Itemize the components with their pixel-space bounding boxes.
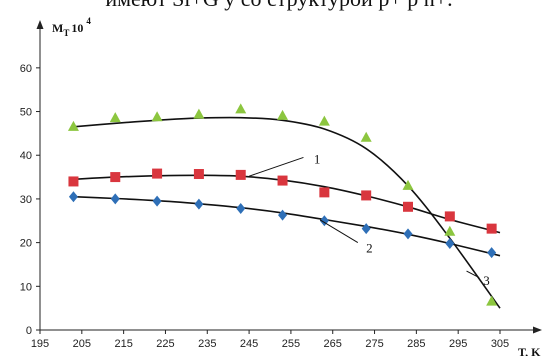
y-tick-label: 50 (20, 107, 32, 119)
x-tick-label: 265 (324, 338, 342, 350)
y-axis-title-exponent: 4 (86, 16, 91, 26)
callout-leader-3 (466, 270, 480, 279)
data-point-series-2 (403, 228, 413, 240)
y-tick-label: 60 (20, 63, 32, 75)
x-tick-label: 275 (365, 338, 383, 350)
data-point-series-3 (235, 103, 247, 114)
data-point-series-1 (68, 176, 79, 187)
y-axis-title-tail: 10 (71, 21, 83, 35)
data-point-series-3 (109, 112, 121, 123)
data-point-series-3 (67, 120, 79, 131)
data-point-series-3 (486, 295, 498, 306)
data-point-series-2 (68, 191, 78, 203)
x-tick-label: 235 (198, 338, 216, 350)
data-point-series-1 (193, 169, 204, 180)
x-tick-label: 195 (31, 338, 49, 350)
x-axis-arrow (533, 326, 542, 334)
data-point-series-1 (110, 172, 121, 183)
data-point-series-2 (445, 237, 455, 249)
data-point-series-1 (361, 190, 372, 201)
y-axis-title-main: M (52, 21, 63, 35)
callout-leader-2 (319, 219, 359, 244)
y-tick-label: 30 (20, 194, 32, 206)
data-point-series-2 (487, 247, 497, 259)
x-tick-label: 255 (282, 338, 300, 350)
y-tick-label: 0 (26, 325, 32, 337)
fit-curve-2 (73, 195, 501, 257)
y-tick-label: 20 (20, 238, 32, 250)
x-tick-label: 295 (449, 338, 467, 350)
data-point-series-1 (319, 187, 330, 198)
data-point-series-2 (152, 195, 162, 207)
data-point-series-2 (361, 223, 371, 235)
x-tick-label: 225 (156, 338, 174, 350)
data-point-series-3 (360, 131, 372, 142)
y-axis-arrow (36, 20, 44, 29)
data-point-series-2 (278, 209, 288, 221)
x-tick-label: 305 (491, 338, 509, 350)
data-point-series-2 (110, 193, 120, 205)
data-point-series-3 (444, 225, 456, 236)
y-axis-title: MT 10 4 (52, 16, 91, 38)
fit-curve-3 (73, 116, 501, 309)
x-axis-title: T, K (518, 345, 541, 356)
data-point-series-1 (152, 168, 163, 179)
data-point-series-3 (193, 108, 205, 119)
x-tick-label: 285 (407, 338, 425, 350)
data-point-series-2 (194, 198, 204, 210)
data-point-series-1 (403, 201, 413, 212)
data-point-series-3 (318, 115, 330, 126)
callout-label-2: 2 (366, 241, 373, 256)
data-point-series-1 (235, 169, 246, 180)
data-point-series-1 (486, 223, 497, 234)
data-point-series-1 (277, 175, 288, 186)
data-point-series-3 (151, 111, 163, 122)
x-tick-label: 205 (73, 338, 91, 350)
cropped-heading-text: имеют Si+G у со структурой p+ p n+. (0, 0, 558, 11)
plot-area: 195 205 215 225 235 245 255 265 275 285 295 3050102… (20, 20, 542, 350)
x-tick-label: 215 (114, 338, 132, 350)
y-tick-label: 40 (20, 150, 32, 162)
data-point-series-2 (236, 203, 246, 215)
callout-label-1: 1 (314, 152, 321, 167)
y-axis-title-subscript: T (63, 28, 69, 38)
data-point-series-1 (444, 211, 455, 222)
x-tick-label: 245 (240, 338, 258, 350)
data-point-series-3 (402, 179, 414, 190)
callout-label-3: 3 (483, 273, 490, 288)
callout-leader-1 (248, 156, 304, 177)
data-point-series-3 (277, 109, 289, 120)
y-tick-label: 10 (20, 281, 32, 293)
